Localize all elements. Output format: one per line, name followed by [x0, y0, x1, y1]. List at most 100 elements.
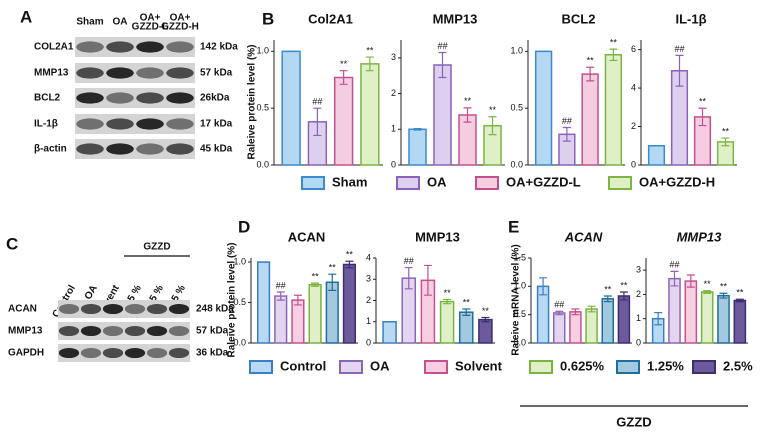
bar: [360, 63, 380, 166]
panel-letter: B: [262, 9, 274, 28]
error-bar: [438, 51, 447, 79]
lane-label: OA: [113, 17, 128, 28]
row-label: GAPDH: [8, 348, 44, 359]
significance: **: [722, 126, 730, 136]
panel-letter: D: [238, 217, 250, 236]
error-bar: [462, 308, 471, 316]
significance: **: [587, 56, 595, 66]
error-bar: [293, 294, 302, 306]
bar: [585, 308, 598, 344]
error-bar: [313, 107, 322, 137]
significance: ##: [554, 300, 564, 310]
blot-strip: [75, 88, 195, 108]
legend-swatch: [424, 360, 448, 374]
significance: ##: [276, 280, 286, 290]
blot-band: [80, 325, 102, 337]
size-label: 248 kDa: [196, 304, 234, 315]
error-bar: [443, 298, 452, 305]
y-tick-label: 0.0: [233, 337, 246, 347]
legend-label: OA+GZZD-L: [506, 174, 581, 189]
y-tick-label: 2: [636, 289, 641, 299]
significance: ##: [669, 260, 679, 270]
error-bar: [654, 312, 663, 326]
significance: **: [482, 306, 490, 316]
error-bar: [698, 107, 707, 127]
size-label: 36 kDa: [196, 348, 229, 359]
error-bar: [609, 48, 618, 62]
blot-band: [106, 92, 134, 104]
significance: **: [610, 37, 618, 47]
error-bar: [328, 273, 337, 291]
y-tick-label: 1: [636, 313, 641, 323]
significance: **: [346, 250, 354, 260]
group-label: GZZD: [616, 414, 651, 429]
chart-title: MMP13: [677, 229, 723, 244]
y-tick-label: 0: [631, 159, 636, 169]
error-bar: [619, 291, 628, 301]
chart-title: MMP13: [433, 11, 478, 26]
y-tick-label: 1.5: [513, 252, 526, 262]
significance: ##: [312, 97, 322, 107]
row-label: β-actin: [34, 144, 67, 155]
y-tick-label: 1.0: [233, 256, 246, 266]
error-bar: [686, 274, 695, 288]
blot-band: [80, 347, 102, 359]
legend-label: Control: [280, 358, 326, 373]
blot-band: [76, 143, 104, 155]
error-bar: [562, 126, 571, 142]
chart-title: ACAN: [288, 229, 326, 244]
error-bar: [463, 107, 472, 123]
y-tick-label: 0.5: [513, 309, 526, 319]
legend-swatch: [301, 176, 325, 190]
size-label: 17 kDa: [200, 119, 233, 130]
y-tick-label: 2: [366, 295, 371, 305]
legend-swatch: [616, 360, 640, 374]
y-tick-label: 1: [366, 316, 371, 326]
size-label: 142 kDa: [200, 42, 238, 53]
size-label: 45 kDa: [200, 144, 233, 155]
legend-label: 0.625%: [560, 358, 605, 373]
significance: **: [604, 284, 612, 294]
error-bar: [586, 66, 595, 82]
blot-band: [168, 347, 190, 359]
blot-band: [102, 303, 124, 315]
bar: [281, 50, 301, 166]
blot-band: [76, 118, 104, 130]
blot-strip: [75, 37, 195, 57]
blot-band: [106, 41, 134, 53]
panel-letter: A: [20, 7, 32, 26]
chart-title: IL-1β: [675, 11, 706, 26]
legend-label: Solvent: [455, 358, 503, 373]
bar: [733, 299, 747, 344]
blot-band: [124, 347, 146, 359]
error-bar: [719, 292, 728, 299]
error-bar: [735, 298, 744, 303]
bar: [308, 283, 322, 344]
significance: **: [444, 288, 452, 298]
blot-band: [166, 92, 194, 104]
error-bar: [481, 316, 490, 323]
y-tick-label: 0: [636, 337, 641, 347]
bar: [433, 64, 452, 166]
significance: **: [463, 297, 471, 307]
row-label: COL2A1: [34, 42, 74, 53]
y-tick-label: 1.0: [256, 46, 269, 56]
blot-strip: [75, 63, 195, 83]
legend-swatch: [475, 176, 499, 190]
blot-band: [166, 118, 194, 130]
bar: [256, 261, 271, 344]
blot-band: [136, 67, 164, 79]
blot-band: [106, 67, 134, 79]
legend-label: 2.5%: [723, 358, 753, 373]
y-tick-label: 0.0: [513, 337, 526, 347]
legend-swatch: [692, 360, 716, 374]
blot-band: [106, 143, 134, 155]
y-tick-label: 6: [631, 44, 636, 54]
panel-letter: E: [508, 217, 519, 236]
bar: [274, 295, 288, 344]
y-tick-label: 1.0: [513, 281, 526, 291]
row-label: MMP13: [8, 326, 43, 337]
y-tick-label: 4: [366, 252, 371, 262]
chart-title: Col2A1: [308, 11, 353, 26]
blot-band: [146, 303, 168, 315]
